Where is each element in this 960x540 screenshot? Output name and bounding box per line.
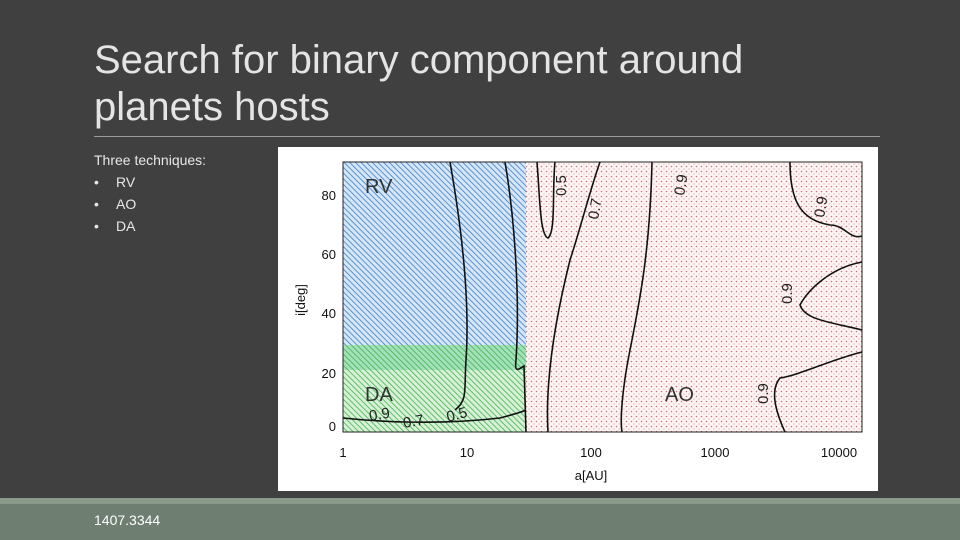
- contour-label: 0.7: [585, 197, 605, 220]
- bullet-text: DA: [116, 218, 136, 234]
- contour-label: 0.9: [811, 195, 831, 218]
- contour-label: 0.5: [445, 404, 470, 426]
- x-tick-label: 1000: [701, 445, 730, 460]
- bullet: • RV: [94, 174, 136, 190]
- region-label: AO: [665, 384, 694, 406]
- footer-band: [0, 498, 960, 540]
- contour-label: 0.9: [368, 405, 391, 425]
- y-tick-label: 20: [322, 366, 336, 381]
- figure: RV DA AO 0.5 0.7 0.9 0.9 0.9 0.9 0.9 0.7…: [278, 147, 878, 491]
- bullet-text: AO: [116, 196, 137, 212]
- bullet: • DA: [94, 218, 136, 234]
- contour-label: 0.5: [553, 175, 570, 196]
- plot-frame: [342, 161, 863, 433]
- title: Search for binary component around: [94, 38, 744, 82]
- x-tick-label: 1: [339, 445, 346, 460]
- y-ticks: 0 20 40 60 80: [322, 188, 336, 434]
- y-tick-label: 60: [322, 247, 336, 262]
- contours: [342, 161, 863, 433]
- bullet: • AO: [94, 196, 137, 212]
- y-tick-label: 80: [322, 188, 336, 203]
- contour-label: 0.7: [402, 412, 425, 432]
- contour-label: 0.9: [779, 283, 796, 304]
- region-label: DA: [365, 384, 393, 406]
- x-tick-label: 100: [580, 445, 602, 460]
- title: planets hosts: [94, 85, 330, 129]
- title-rule: [94, 136, 880, 137]
- intro: Three techniques:: [94, 152, 207, 168]
- x-tick-label: 10: [460, 445, 474, 460]
- region-labels: RV DA AO: [365, 176, 694, 406]
- contour-label: 0.9: [755, 383, 772, 404]
- ao-dots: [526, 162, 862, 432]
- contour-label: 0.9: [671, 173, 691, 196]
- y-axis-label: i[deg]: [293, 284, 308, 316]
- x-ticks: 1 10 100 1000 10000 a[AU]: [339, 445, 857, 483]
- y-tick-label: 40: [322, 306, 336, 321]
- rv-hatch: [343, 162, 526, 360]
- x-tick-label: 10000: [821, 445, 857, 460]
- contour-labels: 0.5 0.7 0.9 0.9 0.9 0.9 0.9 0.7 0.5: [368, 173, 832, 432]
- y-tick-label: 0: [329, 419, 336, 434]
- x-axis-label: a[AU]: [575, 468, 608, 483]
- region-label: RV: [365, 176, 393, 198]
- bullet-text: RV: [116, 174, 136, 190]
- footer-text: 1407.3344: [94, 512, 161, 528]
- da-hatch: [343, 345, 526, 432]
